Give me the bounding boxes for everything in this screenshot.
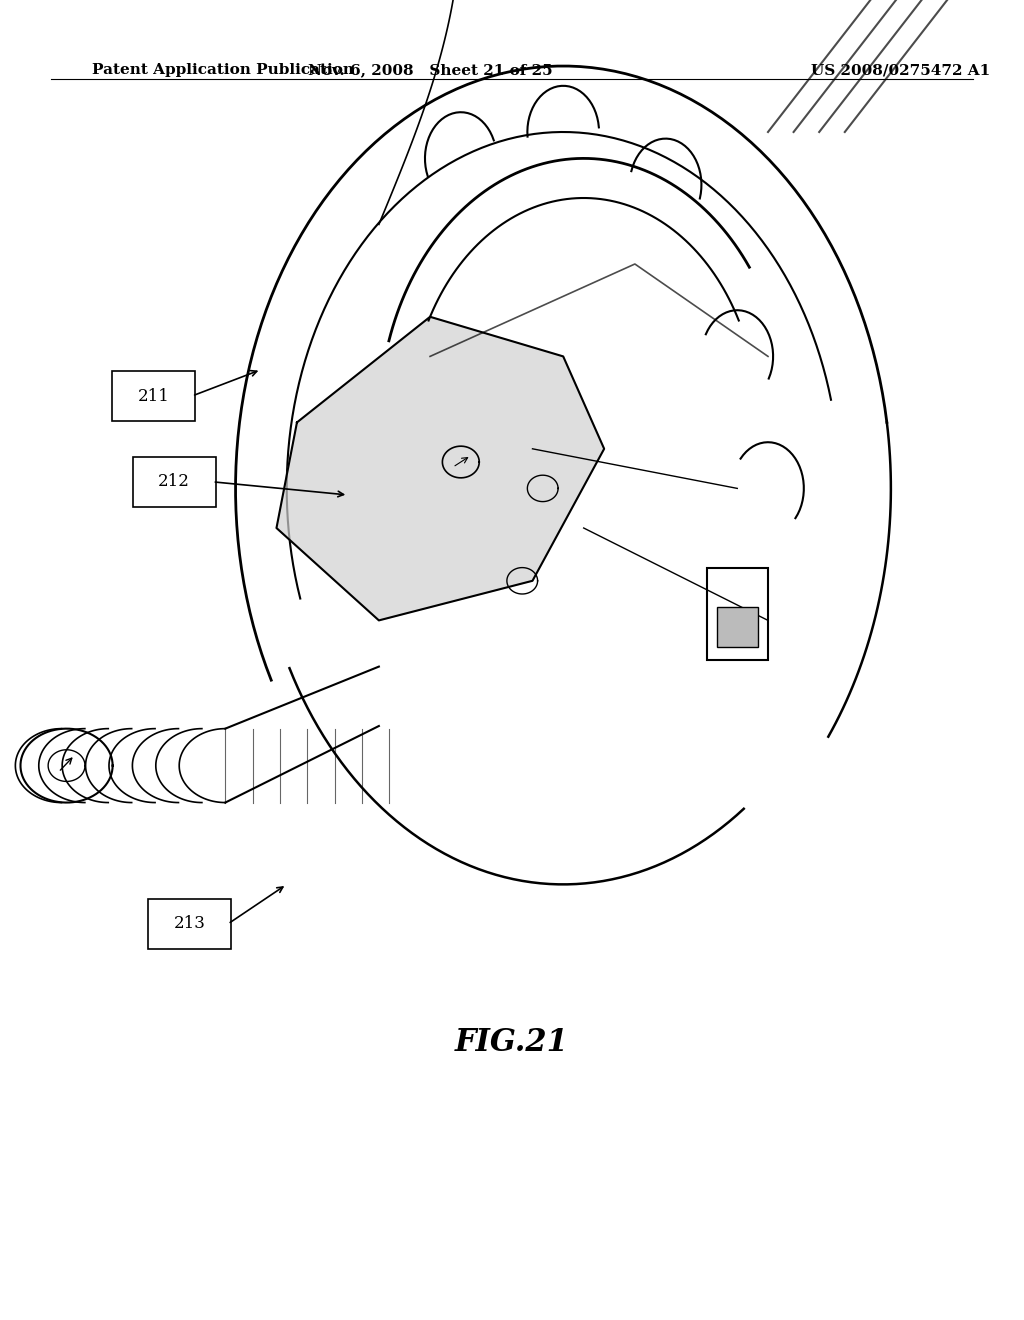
Bar [717,607,758,647]
Text: Nov. 6, 2008   Sheet 21 of 25: Nov. 6, 2008 Sheet 21 of 25 [308,63,552,78]
Polygon shape [276,317,604,620]
Text: US 2008/0275472 A1: US 2008/0275472 A1 [811,63,991,78]
Text: Patent Application Publication: Patent Application Publication [92,63,354,78]
Text: FIG.21: FIG.21 [455,1027,569,1059]
Text: 211: 211 [137,388,170,404]
FancyBboxPatch shape [133,457,216,507]
FancyBboxPatch shape [147,899,230,949]
FancyBboxPatch shape [112,371,195,421]
Text: 212: 212 [158,474,190,490]
Bar [707,568,768,660]
Text: 213: 213 [173,916,206,932]
